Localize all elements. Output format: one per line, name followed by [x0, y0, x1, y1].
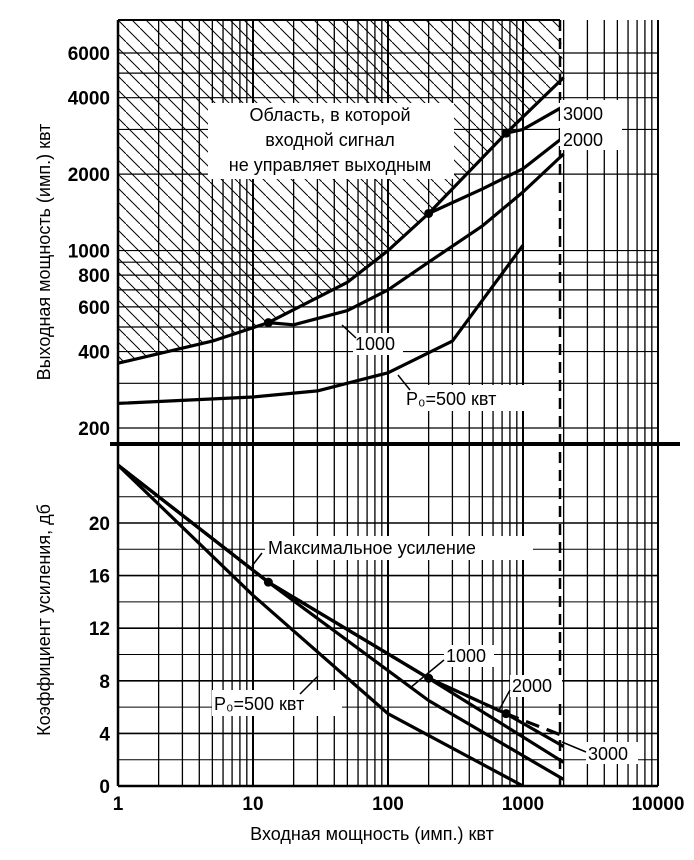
leader-line [341, 324, 357, 339]
curve-top-1000 [268, 152, 565, 327]
point-marker [501, 709, 511, 719]
x-tick-label: 10000 [632, 794, 685, 815]
hatched-label-bg [208, 103, 454, 179]
y-tick-label-top: 800 [78, 266, 110, 287]
y-tick-label-top: 4000 [68, 89, 110, 110]
leader-line [397, 374, 411, 391]
label-bg [353, 333, 403, 355]
y-tick-label-top: 400 [78, 343, 110, 364]
x-axis-label: Входная мощность (имп.) квт [250, 824, 494, 844]
point-marker [263, 577, 273, 587]
y-axis-label-bottom: Коэффициент усиления, дб [34, 504, 54, 736]
leader-line [561, 741, 587, 753]
curve-top-3000 [505, 104, 565, 135]
label-top-3000: 3000 [563, 104, 603, 124]
y-axis-label-top: Выходная мощность (имп.) квт [34, 124, 54, 381]
y-tick-label-bottom: 0 [99, 777, 110, 798]
label-top-1000: 1000 [355, 334, 395, 354]
label-bottom-2000: 2000 [512, 676, 552, 696]
hatched-region-label: входной сигнал [265, 130, 395, 150]
x-tick-label: 10 [242, 794, 263, 815]
label-bg [265, 536, 533, 560]
leader-line [251, 552, 263, 567]
y-tick-label-top: 200 [78, 419, 110, 440]
point-marker [424, 208, 434, 218]
x-tick-label: 100 [372, 794, 404, 815]
y-tick-label-top: 2000 [68, 165, 110, 186]
leader-line [299, 675, 319, 695]
y-tick-label-bottom: 16 [89, 567, 110, 588]
curve-bottom-500 [118, 463, 524, 786]
y-tick-label-bottom: 8 [99, 672, 110, 693]
label-max-gain: Максимальное усиление [268, 538, 476, 558]
label-bg [212, 690, 342, 716]
point-marker [263, 318, 273, 328]
curve-bottom-2000 [118, 463, 565, 764]
y-tick-label-top: 600 [78, 298, 110, 319]
hatched-region-label: не управляет выходным [229, 155, 431, 175]
point-marker [501, 128, 511, 138]
label-bg [586, 742, 638, 764]
curve-top-500 [118, 244, 525, 405]
y-tick-label-bottom: 20 [89, 514, 110, 535]
x-tick-label: 1 [113, 794, 124, 815]
label-top-2000: 2000 [563, 130, 603, 150]
y-tick-label-bottom: 4 [99, 724, 110, 745]
label-bg [444, 645, 494, 667]
label-bg [560, 100, 622, 150]
label-bg [510, 675, 562, 697]
curve-top-boundary [118, 76, 565, 365]
point-marker [424, 673, 434, 683]
y-tick-label-top: 1000 [68, 242, 110, 263]
label-bottom-500: P₀=500 квт [214, 694, 304, 714]
label-bottom-1000: 1000 [446, 646, 486, 666]
leader-line [409, 659, 445, 689]
y-tick-label-top: 6000 [68, 44, 110, 65]
curve-bottom-1000 [118, 463, 565, 781]
label-bg [404, 385, 530, 411]
hatched-region-label: Область, в которой [249, 105, 410, 125]
leader-line [497, 689, 511, 713]
label-bottom-3000: 3000 [588, 744, 628, 764]
y-tick-label-bottom: 12 [89, 619, 110, 640]
x-tick-label: 1000 [502, 794, 544, 815]
label-top-500: P₀=500 квт [406, 389, 496, 409]
curve-top-2000 [427, 135, 565, 215]
